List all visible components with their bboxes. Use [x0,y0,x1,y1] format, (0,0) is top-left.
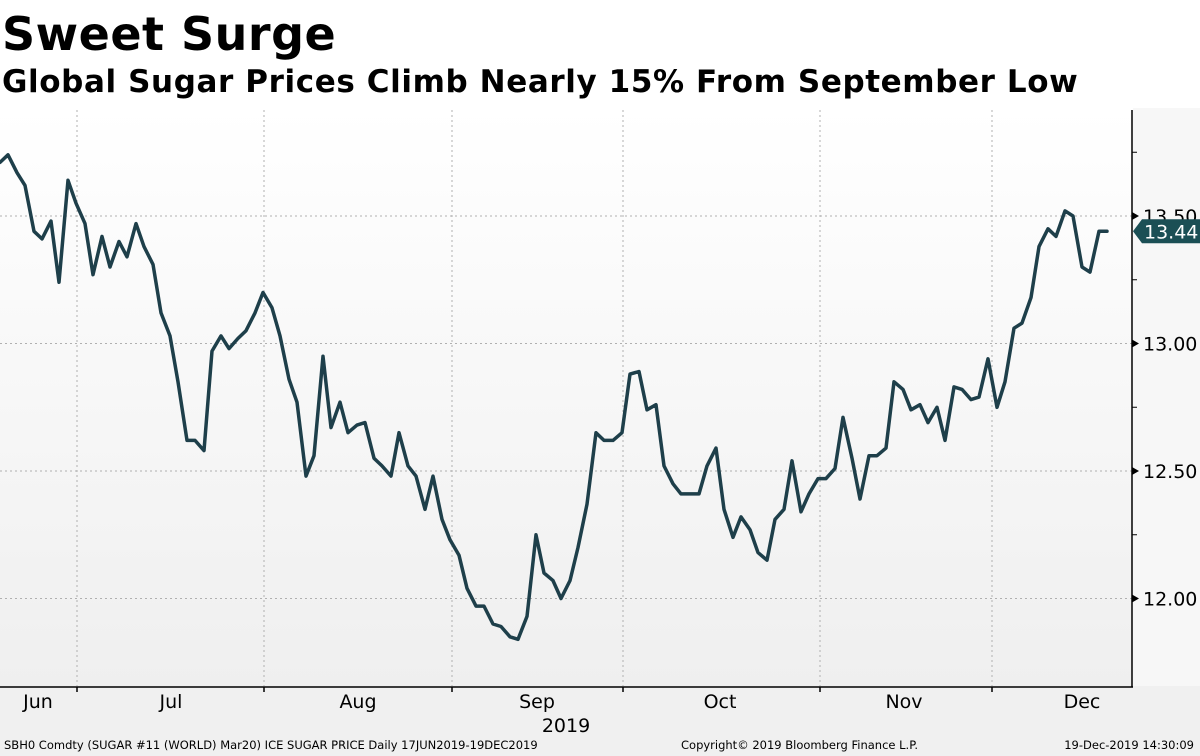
y-tick-label: 12.50 [1143,461,1197,483]
x-axis-band [0,686,1200,756]
plot-area [0,108,1132,686]
y-tick-label: 12.00 [1143,589,1197,611]
last-price-label: 13.44 [1144,221,1198,243]
timestamp: 19-Dec-2019 14:30:09 [1064,738,1194,752]
x-tick-label: Jun [22,691,53,713]
axes [0,110,1133,688]
source-note: SBH0 Comdty (SUGAR #11 (WORLD) Mar20) IC… [4,738,538,752]
x-tick-label: Dec [1064,691,1101,713]
x-tick-label: Aug [339,691,376,713]
chart-subtitle: Global Sugar Prices Climb Nearly 15% Fro… [2,64,1079,100]
copyright-note: Copyright© 2019 Bloomberg Finance L.P. [681,738,918,752]
last-price-badge: 13.44 [1133,219,1200,244]
x-tick-label: Oct [704,691,737,713]
x-tick-label: Nov [885,691,922,713]
chart-title: Sweet Surge [2,7,337,61]
y-axis-band [1133,108,1200,686]
x-tick-label: Jul [159,691,183,713]
x-tick-label: Sep [519,691,555,713]
y-tick-label: 13.00 [1143,334,1197,356]
x-year-label: 2019 [542,715,590,737]
price-line [0,153,1109,642]
x-axis-ticks: Jun Jul Aug Sep Oct Nov Dec [22,687,1100,713]
